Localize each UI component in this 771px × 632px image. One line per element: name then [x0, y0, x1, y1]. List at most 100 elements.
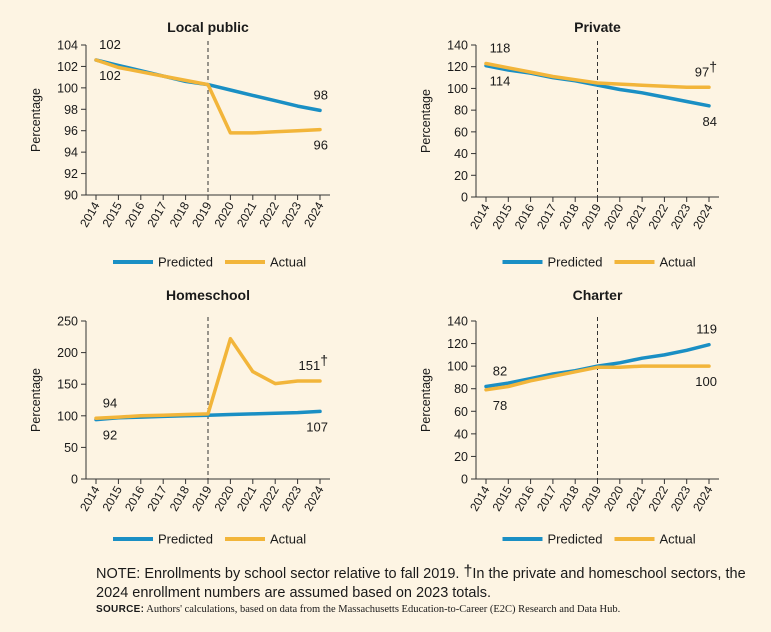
x-tick-label: 2019	[579, 483, 605, 513]
x-tick-label: 2014	[77, 199, 103, 229]
series-line-actual	[484, 364, 711, 392]
y-axis-label: Percentage	[419, 368, 433, 432]
note-text-1: NOTE: Enrollments by school sector relat…	[96, 566, 464, 582]
legend: Predicted Actual	[502, 255, 696, 270]
y-tick-label: 0	[461, 191, 468, 205]
chart-homeschool: HomeschoolPercentage05010015020025020142…	[29, 287, 330, 547]
x-tick-label: 2020	[212, 199, 238, 229]
y-tick-label: 94	[64, 146, 78, 160]
x-tick-label: 2021	[623, 201, 649, 231]
y-tick-label: 0	[461, 473, 468, 487]
note-dagger: †	[463, 563, 473, 580]
x-tick-label: 2021	[623, 483, 649, 513]
y-tick-label: 0	[71, 473, 78, 487]
chart-private: PrivatePercentage02040608010012014020142…	[419, 19, 719, 270]
y-tick-label: 150	[57, 378, 78, 392]
data-label: 96	[314, 138, 328, 153]
data-label: 97†	[695, 58, 717, 79]
y-tick-label: 120	[447, 337, 468, 351]
y-tick-label: 140	[447, 39, 468, 53]
x-tick-label: 2015	[489, 483, 515, 513]
charts-canvas: Local public Percentage 90 92 94 96 98 100 102 10…	[29, 19, 719, 547]
y-axis-label: Percentage	[29, 88, 43, 152]
data-label: 118	[490, 40, 511, 55]
y-tick-label: 98	[64, 103, 78, 117]
x-tick-label: 2015	[489, 201, 515, 231]
x-tick-label: 2014	[77, 483, 103, 513]
legend-label-actual: Actual	[270, 532, 306, 547]
chart-title: Private	[574, 19, 621, 35]
y-tick-label: 102	[57, 60, 78, 74]
x-tick-label: 2018	[167, 199, 193, 229]
x-tick-label: 2017	[534, 201, 560, 231]
legend-label-predicted: Predicted	[548, 255, 603, 270]
y-tick-label: 40	[454, 147, 468, 161]
chart-charter: CharterPercentage02040608010012014020142…	[419, 287, 719, 547]
x-tick-label: 2016	[122, 483, 148, 513]
legend: Predicted Actual	[113, 255, 306, 270]
series-line-actual	[94, 58, 322, 135]
x-tick-label: 2024	[690, 483, 716, 513]
x-tick-label: 2024	[301, 483, 327, 513]
source-label: SOURCE:	[96, 604, 145, 615]
x-tick-label: 2021	[234, 483, 260, 513]
dagger-mark: †	[709, 58, 717, 74]
y-tick-label: 50	[64, 441, 78, 455]
y-tick-label: 40	[454, 427, 468, 441]
data-label: 151†	[299, 352, 329, 373]
x-tick-label: 2021	[234, 199, 260, 229]
x-tick-label: 2023	[668, 483, 694, 513]
x-tick-label: 2024	[690, 201, 716, 231]
data-label: 102	[99, 68, 121, 83]
legend-label-actual: Actual	[270, 255, 306, 270]
data-label: 100	[695, 374, 717, 389]
data-label: 84	[703, 114, 717, 129]
note-text-2: In the private and homeschool sectors, t…	[96, 566, 746, 601]
x-tick-label: 2018	[167, 483, 193, 513]
y-tick-label: 60	[454, 405, 468, 419]
x-tick-label: 2020	[212, 483, 238, 513]
x-tick-label: 2022	[646, 483, 672, 513]
legend-label-actual: Actual	[660, 255, 696, 270]
y-tick-label: 60	[454, 125, 468, 139]
legend-label-predicted: Predicted	[548, 532, 603, 547]
series-line-actual	[484, 61, 711, 90]
x-tick-label: 2018	[556, 483, 582, 513]
y-tick-label: 80	[454, 382, 468, 396]
x-tick-label: 2016	[512, 483, 538, 513]
x-tick-label: 2023	[668, 201, 694, 231]
x-tick-label: 2019	[189, 483, 215, 513]
y-tick-label: 100	[447, 360, 468, 374]
x-tick-label: 2019	[579, 201, 605, 231]
y-tick-label: 140	[447, 315, 468, 329]
chart-title: Homeschool	[166, 287, 250, 303]
legend-label-predicted: Predicted	[158, 532, 213, 547]
y-tick-label: 20	[454, 169, 468, 183]
x-tick-label: 2017	[144, 483, 170, 513]
data-label: 78	[493, 398, 507, 413]
x-tick-label: 2016	[512, 201, 538, 231]
x-tick-label: 2016	[122, 199, 148, 229]
source: SOURCE: Authors' calculations, based on …	[96, 604, 756, 615]
series-line-actual	[94, 336, 322, 421]
x-tick-label: 2020	[601, 483, 627, 513]
dagger-mark: †	[320, 352, 328, 368]
x-tick-label: 2014	[467, 483, 493, 513]
y-axis-label: Percentage	[419, 89, 433, 153]
y-tick-label: 100	[57, 409, 78, 423]
y-tick-label: 104	[57, 39, 78, 53]
y-axis-label: Percentage	[29, 368, 43, 432]
x-tick-label: 2015	[100, 199, 126, 229]
data-label: 98	[314, 87, 328, 102]
x-tick-label: 2022	[646, 201, 672, 231]
y-tick-label: 100	[447, 82, 468, 96]
data-label: 102	[99, 37, 121, 52]
x-tick-label: 2017	[144, 199, 170, 229]
x-tick-label: 2020	[601, 201, 627, 231]
x-tick-label: 2019	[189, 199, 215, 229]
x-tick-label: 2023	[279, 199, 305, 229]
data-label: 119	[696, 322, 717, 337]
x-tick-label: 2017	[534, 483, 560, 513]
chart-title: Charter	[573, 287, 623, 303]
y-tick-label: 90	[64, 189, 78, 203]
